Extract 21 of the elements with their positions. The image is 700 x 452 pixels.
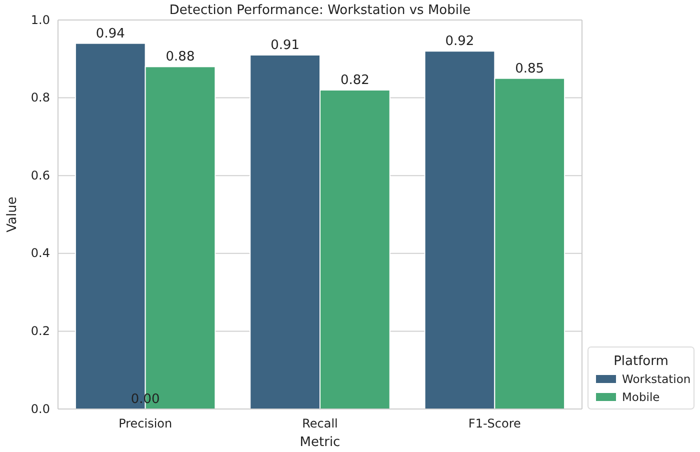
x-tick-label: Recall <box>302 416 338 431</box>
data-label: 0.91 <box>270 38 300 54</box>
y-tick-label: 0.4 <box>30 246 50 260</box>
y-tick-label: 0.6 <box>30 168 50 182</box>
y-tick-label: 0.2 <box>30 324 50 338</box>
legend-title: Platform <box>614 354 668 369</box>
data-label: 0.94 <box>96 26 125 42</box>
chart-title: Detection Performance: Workstation vs Mobile <box>169 3 471 18</box>
y-tick-label: 0.0 <box>30 402 50 416</box>
data-label: 0.85 <box>515 61 544 76</box>
data-label: 0.92 <box>445 34 474 50</box>
y-axis-title: Value <box>5 196 20 232</box>
y-tick-label: 1.0 <box>30 12 50 27</box>
y-tick-label: 0.8 <box>30 90 50 105</box>
legend-label: Mobile <box>622 390 660 404</box>
data-label: 0.88 <box>166 50 195 65</box>
x-tick-label: F1-Score <box>468 416 521 431</box>
data-label: 0.82 <box>340 73 370 88</box>
x-axis-title: Metric <box>300 435 340 450</box>
x-tick-label: Precision <box>118 416 172 431</box>
text: Workstation <box>622 372 691 386</box>
